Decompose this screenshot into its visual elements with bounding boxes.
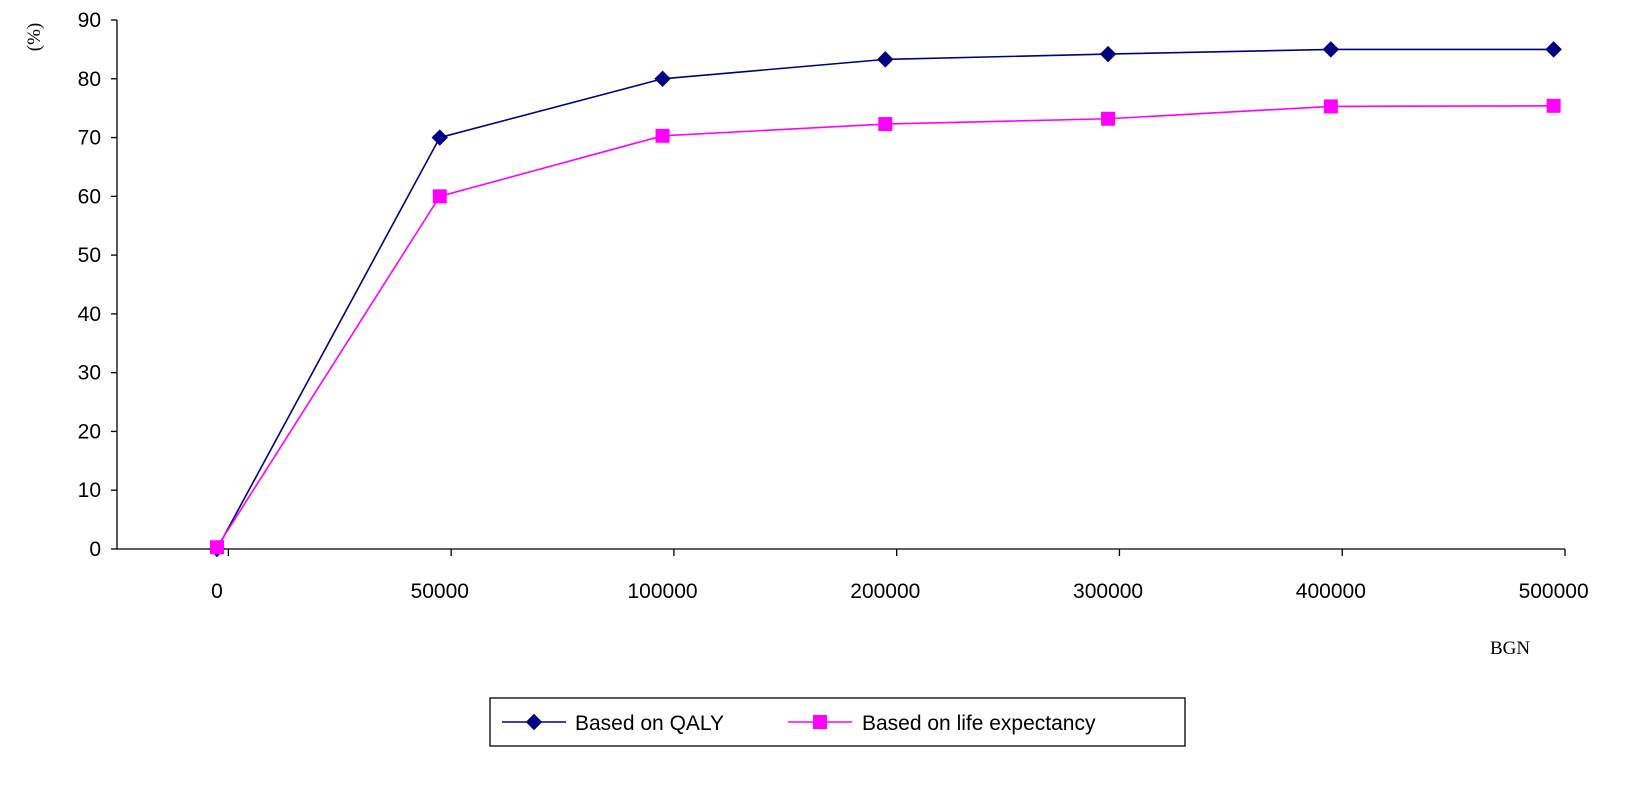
legend-swatch-marker — [813, 715, 827, 729]
data-point — [1099, 45, 1117, 63]
legend-label: Based on QALY — [575, 712, 724, 735]
x-tick-label: 400000 — [1296, 580, 1366, 603]
x-tick-label: 500000 — [1519, 580, 1589, 603]
x-axis-title: BGN — [1490, 638, 1530, 659]
y-tick-label: 30 — [78, 362, 101, 385]
data-point — [654, 70, 671, 87]
legend: Based on QALY Based on life expectancy — [489, 697, 1186, 747]
y-tick-label: 50 — [78, 244, 101, 267]
series-layer — [208, 41, 1562, 558]
data-point — [432, 189, 447, 204]
y-tick-label: 80 — [78, 68, 101, 91]
x-tick-label: 0 — [211, 580, 223, 603]
data-point — [1546, 98, 1561, 113]
y-tick-label: 70 — [78, 127, 101, 150]
series-1 — [208, 41, 1562, 558]
data-point — [1101, 111, 1116, 126]
labels: 0 10 20 30 40 50 60 70 80 90 0 50000 100000 200000 300… — [24, 9, 1589, 659]
axes — [111, 19, 1566, 556]
y-tick-label: 40 — [78, 303, 101, 326]
x-tick-label: 300000 — [1073, 580, 1143, 603]
data-point — [210, 540, 224, 555]
data-point — [1322, 41, 1340, 58]
y-tick-label: 0 — [89, 538, 101, 561]
data-point — [1545, 41, 1562, 58]
data-point — [655, 128, 670, 143]
data-point — [431, 129, 448, 146]
series-2 — [210, 98, 1561, 555]
y-tick-label: 10 — [78, 479, 101, 502]
y-axis-title: (%) — [24, 23, 45, 51]
x-tick-label: 100000 — [627, 580, 697, 603]
legend-item-1: Based on QALY — [502, 712, 724, 735]
legend-swatch-marker — [525, 713, 543, 731]
data-point — [878, 117, 893, 132]
legend-label: Based on life expectancy — [862, 712, 1096, 735]
legend-item-2: Based on life expectancy — [788, 712, 1096, 735]
x-tick-label: 50000 — [411, 580, 469, 603]
data-point — [1323, 99, 1338, 114]
series-line — [216, 105, 1554, 548]
y-tick-label: 90 — [78, 9, 101, 32]
x-tick-label: 200000 — [850, 580, 920, 603]
y-tick-label: 20 — [78, 420, 101, 443]
y-tick-label: 60 — [78, 185, 101, 208]
data-point — [877, 51, 894, 68]
